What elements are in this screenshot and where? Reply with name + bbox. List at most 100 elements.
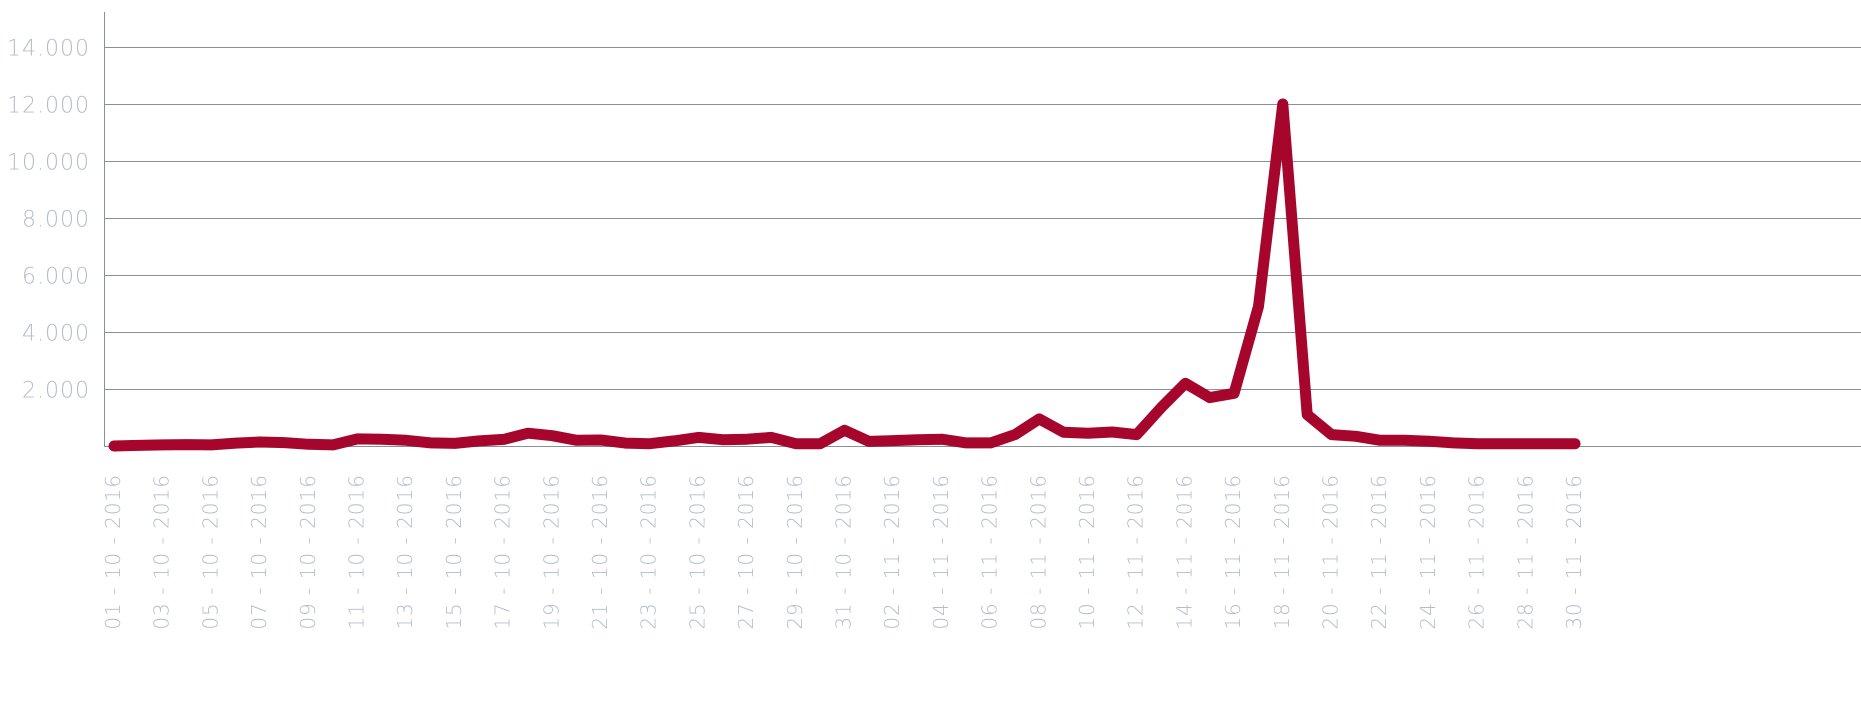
data-point — [355, 436, 360, 442]
data-point — [1109, 429, 1115, 435]
data-point — [720, 437, 726, 443]
data-point — [793, 441, 799, 447]
data-point — [1402, 437, 1408, 443]
data-point — [1572, 441, 1578, 447]
data-point — [184, 442, 190, 448]
data-point — [282, 440, 287, 446]
data-point — [428, 440, 434, 446]
data-point — [1523, 441, 1529, 447]
data-point — [549, 433, 555, 439]
x-tick-label: 27 - 10 - 2016 — [734, 474, 758, 630]
x-tick-label: 30 - 11 - 2016 — [1562, 474, 1586, 630]
x-tick-label: 16 - 11 - 2016 — [1221, 474, 1245, 630]
x-tick-labels: 01 - 10 - 2016 03 - 10 - 2016 05 - 10 - 20… — [101, 474, 1586, 630]
data-point — [233, 440, 239, 446]
data-point — [574, 437, 580, 443]
x-tick-label: 22 - 11 - 2016 — [1367, 474, 1391, 630]
data-point — [1182, 380, 1188, 386]
data-point — [1450, 440, 1456, 446]
x-tick-label: 03 - 10 - 2016 — [150, 474, 174, 630]
data-point — [915, 437, 921, 443]
data-point — [1475, 441, 1481, 447]
data-point — [111, 443, 117, 449]
x-tick-label: 29 - 10 - 2016 — [783, 474, 807, 630]
data-point — [866, 438, 872, 444]
gridlines — [104, 47, 1861, 390]
x-tick-label: 24 - 11 - 2016 — [1416, 474, 1440, 630]
x-tick-label: 15 - 10 - 2016 — [442, 474, 466, 630]
data-point — [1499, 441, 1505, 447]
data-point — [476, 438, 482, 444]
y-tick-label: 12.000 — [7, 94, 90, 119]
data-point — [988, 440, 994, 446]
x-tick-label: 05 - 10 - 2016 — [198, 474, 222, 630]
data-point — [963, 440, 969, 446]
data-point — [744, 436, 750, 442]
x-tick-label: 12 - 11 - 2016 — [1124, 474, 1148, 630]
x-tick-label: 02 - 11 - 2016 — [880, 474, 904, 630]
x-tick-label: 17 - 10 - 2016 — [491, 474, 515, 630]
data-point — [939, 436, 945, 442]
data-point — [257, 439, 263, 445]
x-tick-label: 11 - 10 - 2016 — [345, 474, 369, 630]
data-point — [1231, 390, 1237, 396]
x-tick-label: 07 - 10 - 2016 — [247, 474, 271, 630]
data-point — [1256, 303, 1261, 309]
data-point — [1158, 405, 1164, 411]
x-tick-label: 09 - 10 - 2016 — [296, 474, 320, 630]
data-point — [1207, 395, 1213, 401]
data-point — [160, 442, 166, 448]
data-point — [598, 437, 604, 443]
data-point — [1085, 430, 1091, 436]
data-point — [671, 438, 677, 444]
y-tick-label: 2.000 — [22, 379, 90, 404]
x-tick-label: 14 - 11 - 2016 — [1172, 474, 1196, 630]
x-tick-label: 20 - 11 - 2016 — [1319, 474, 1343, 630]
data-point — [817, 441, 823, 447]
data-point — [1353, 433, 1359, 439]
data-point — [647, 441, 653, 447]
data-point — [1304, 412, 1310, 418]
data-point — [1280, 101, 1286, 107]
data-point — [842, 427, 847, 433]
data-point — [769, 434, 774, 440]
x-tick-label: 01 - 10 - 2016 — [101, 474, 125, 630]
data-point — [1061, 429, 1067, 435]
y-tick-label: 10.000 — [7, 151, 90, 176]
x-tick-label: 10 - 11 - 2016 — [1075, 474, 1099, 630]
data-point — [695, 434, 701, 440]
data-point — [1426, 438, 1432, 444]
data-point — [1012, 432, 1018, 438]
axes — [104, 12, 1861, 447]
data-point — [306, 441, 312, 447]
data-point — [1036, 416, 1042, 422]
x-tick-label: 19 - 10 - 2016 — [539, 474, 563, 630]
data-point — [208, 442, 214, 448]
y-tick-labels: 2.000 4.000 6.000 8.000 10.000 12.000 14.000 — [7, 37, 90, 404]
data-point — [1548, 441, 1554, 447]
data-point — [403, 437, 409, 443]
x-tick-label: 08 - 11 - 2016 — [1026, 474, 1050, 630]
data-point — [890, 438, 896, 444]
y-tick-label: 4.000 — [22, 322, 90, 347]
x-tick-label: 18 - 11 - 2016 — [1270, 474, 1294, 630]
data-point — [135, 442, 141, 448]
data-point — [452, 440, 458, 446]
data-point — [525, 430, 531, 436]
series-layer — [108, 98, 1581, 452]
data-point — [330, 442, 336, 448]
data-point — [622, 440, 628, 446]
x-tick-label: 26 - 11 - 2016 — [1465, 474, 1489, 630]
data-point — [1329, 432, 1334, 438]
x-tick-label: 28 - 11 - 2016 — [1513, 474, 1537, 630]
data-point — [501, 436, 507, 442]
x-tick-label: 13 - 10 - 2016 — [393, 474, 417, 630]
data-point — [1134, 432, 1140, 438]
data-point — [379, 436, 385, 442]
x-tick-label: 21 - 10 - 2016 — [588, 474, 612, 630]
x-tick-label: 25 - 10 - 2016 — [685, 474, 709, 630]
y-tick-label: 8.000 — [22, 208, 90, 233]
y-tick-label: 14.000 — [7, 37, 90, 62]
data-point — [1377, 437, 1383, 443]
x-tick-label: 31 - 10 - 2016 — [832, 474, 856, 630]
